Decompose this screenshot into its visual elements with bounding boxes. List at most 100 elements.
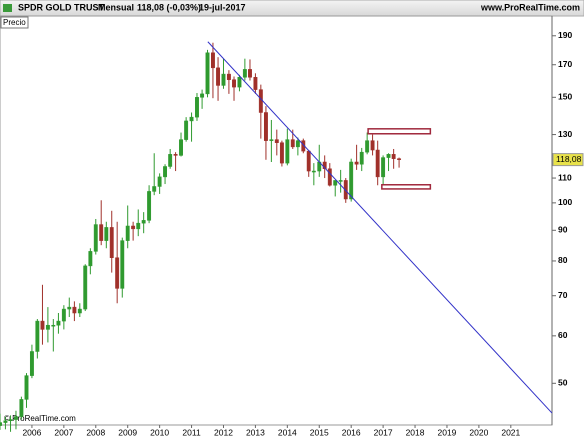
candle-body bbox=[269, 139, 274, 141]
candle-body bbox=[173, 154, 178, 156]
candle-body bbox=[370, 140, 375, 151]
y-tick-label: 80 bbox=[558, 255, 568, 265]
candle-body bbox=[205, 52, 210, 95]
x-tick-label: 2018 bbox=[406, 427, 425, 437]
x-tick-label: 2009 bbox=[118, 427, 137, 437]
candle-body bbox=[120, 240, 125, 289]
candle-body bbox=[354, 161, 359, 165]
x-tick-label: 2014 bbox=[278, 427, 297, 437]
y-tick-label: 130 bbox=[558, 129, 572, 139]
candle-body bbox=[216, 67, 221, 86]
candle-body bbox=[333, 180, 338, 186]
candle-body bbox=[147, 191, 152, 221]
y-tick-label: 70 bbox=[558, 290, 568, 300]
candle-body bbox=[232, 79, 236, 88]
candle-body bbox=[290, 139, 295, 148]
candle-body bbox=[365, 140, 370, 153]
x-tick-label: 2007 bbox=[54, 427, 73, 437]
candle-body bbox=[338, 180, 343, 182]
x-tick-label: 2021 bbox=[501, 427, 520, 437]
candle-body bbox=[375, 149, 380, 178]
plot-area bbox=[0, 15, 553, 426]
x-tick-label: 2012 bbox=[214, 427, 233, 437]
candle-body bbox=[343, 180, 348, 200]
price-zone bbox=[367, 128, 432, 135]
y-tick-label: 100 bbox=[558, 197, 572, 207]
candle-body bbox=[88, 251, 93, 267]
candle-body bbox=[295, 140, 300, 148]
series-label: Precio bbox=[3, 18, 26, 27]
candle-body bbox=[136, 222, 141, 230]
price-zone bbox=[381, 184, 432, 190]
x-tick-label: 2019 bbox=[438, 427, 457, 437]
candle-body bbox=[19, 399, 24, 417]
candle-body bbox=[391, 154, 396, 159]
candle-body bbox=[72, 306, 77, 314]
candle-body bbox=[3, 420, 8, 423]
header-source: www.ProRealTime.com bbox=[480, 2, 580, 12]
header-period: Mensual bbox=[98, 2, 134, 12]
x-tick-label: 2010 bbox=[150, 427, 169, 437]
candle-body bbox=[51, 324, 56, 327]
candle-body bbox=[221, 73, 226, 86]
candle-body bbox=[83, 265, 88, 310]
candle-body bbox=[141, 220, 146, 224]
candle-body bbox=[237, 77, 242, 88]
candle-body bbox=[45, 324, 50, 330]
candle-body bbox=[274, 139, 279, 143]
candle-body bbox=[0, 422, 2, 426]
candle-body bbox=[285, 139, 290, 164]
header-quote: 118,08 (-0,03%) bbox=[137, 2, 201, 12]
candle-body bbox=[157, 176, 162, 187]
candle-body bbox=[35, 320, 40, 352]
candle-body bbox=[279, 142, 284, 164]
y-tick-label: 170 bbox=[558, 59, 572, 69]
candle-body bbox=[115, 257, 120, 289]
x-tick-label: 2020 bbox=[469, 427, 488, 437]
y-tick-label: 60 bbox=[558, 330, 568, 340]
y-tick-label: 90 bbox=[558, 225, 568, 235]
x-tick-label: 2011 bbox=[182, 427, 201, 437]
header-date: 19-jul-2017 bbox=[199, 2, 246, 12]
y-tick-label: 50 bbox=[558, 378, 568, 388]
series-box bbox=[0, 16, 29, 29]
last-price-label: 118,08 bbox=[556, 154, 582, 164]
candle-body bbox=[163, 166, 168, 178]
candle-body bbox=[99, 224, 104, 241]
candle-body bbox=[195, 97, 199, 118]
candle-body bbox=[200, 93, 205, 98]
candle-body bbox=[253, 77, 258, 90]
candle-body bbox=[152, 186, 157, 192]
candle-body bbox=[56, 320, 61, 326]
candle-body bbox=[109, 227, 114, 258]
x-tick-label: 2017 bbox=[374, 427, 393, 437]
candle-body bbox=[40, 320, 45, 330]
candle-body bbox=[179, 139, 183, 156]
x-tick-label: 2015 bbox=[310, 427, 329, 437]
candle-body bbox=[67, 306, 72, 310]
candle-body bbox=[104, 227, 109, 241]
candle-body bbox=[349, 161, 354, 200]
last-price-box bbox=[552, 153, 584, 167]
candle-body bbox=[210, 52, 215, 69]
candle-body bbox=[14, 416, 18, 420]
y-tick-label: 190 bbox=[558, 30, 572, 40]
candle-body bbox=[359, 151, 364, 165]
candle-body bbox=[263, 112, 268, 141]
candle-body bbox=[61, 308, 66, 322]
x-tick-label: 2013 bbox=[246, 427, 265, 437]
candle-body bbox=[131, 225, 136, 230]
candle-body bbox=[327, 168, 332, 186]
candle-body bbox=[258, 89, 263, 113]
candle-body bbox=[306, 150, 311, 172]
candle-body bbox=[226, 73, 231, 80]
x-tick-label: 2006 bbox=[22, 427, 41, 437]
x-tick-label: 2016 bbox=[342, 427, 361, 437]
candle-body bbox=[189, 116, 194, 122]
candle-body bbox=[93, 224, 98, 252]
candle-body bbox=[311, 170, 316, 173]
candle-body bbox=[29, 351, 34, 376]
candle-body bbox=[242, 69, 247, 78]
